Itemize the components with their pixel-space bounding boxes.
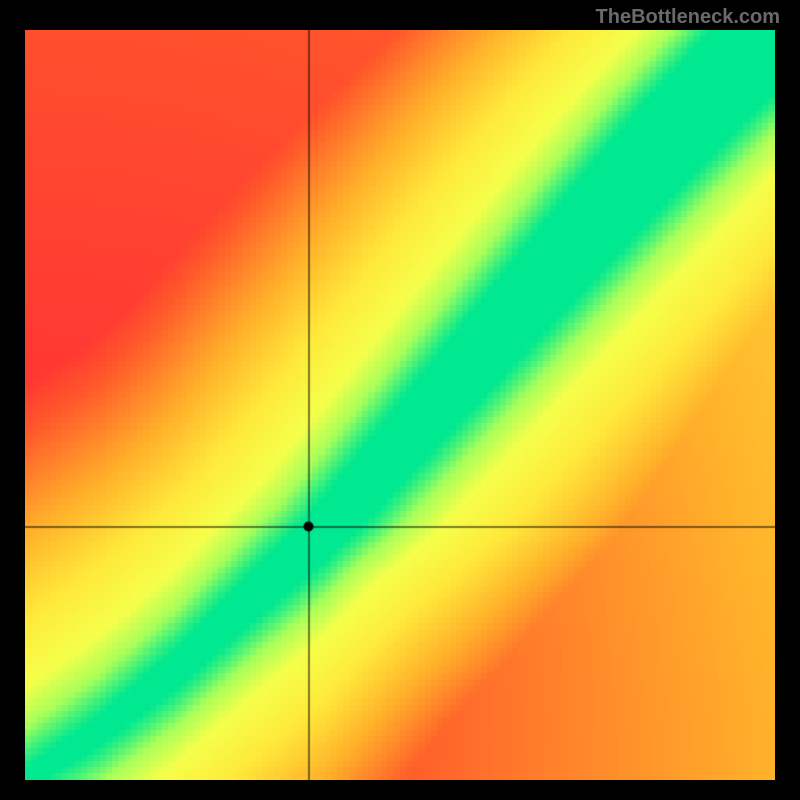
chart-container: TheBottleneck.com — [0, 0, 800, 800]
plot-area — [25, 30, 775, 780]
watermark-text: TheBottleneck.com — [596, 6, 780, 29]
heatmap-canvas — [25, 30, 775, 780]
